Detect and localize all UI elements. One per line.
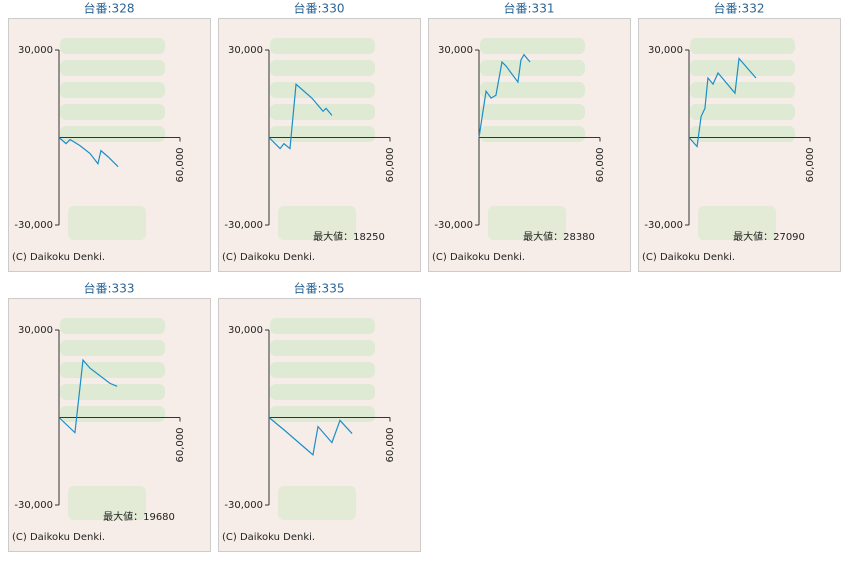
chart-title: 台番:335 [294, 281, 345, 296]
x-tick-label: 60,000 [595, 148, 606, 183]
line [268, 417, 353, 456]
chart-title: 台番:331 [504, 1, 555, 16]
decoration [690, 60, 795, 76]
y-tick-label: -30,000 [14, 500, 53, 511]
decoration [60, 38, 165, 54]
decoration [690, 104, 795, 120]
copyright: (C) Daikoku Denki. [12, 252, 105, 263]
y-tick-label: 30,000 [228, 325, 263, 336]
decoration [270, 384, 375, 400]
decoration [60, 126, 165, 142]
copyright: (C) Daikoku Denki. [12, 532, 105, 543]
decoration [270, 60, 375, 76]
chart-title: 台番:330 [294, 1, 345, 16]
line [268, 83, 333, 150]
annotation: 最大値：28380 [523, 230, 595, 243]
decoration [270, 38, 375, 54]
decoration [698, 206, 776, 240]
decoration [270, 82, 375, 98]
decoration [270, 318, 375, 334]
decoration [60, 340, 165, 356]
decoration [270, 126, 375, 142]
copyright: (C) Daikoku Denki. [222, 252, 315, 263]
copyright: (C) Daikoku Denki. [642, 252, 735, 263]
decoration [270, 104, 375, 120]
y-tick-label: 30,000 [18, 45, 53, 56]
line [58, 358, 118, 434]
decoration [278, 486, 356, 520]
y-tick-label: -30,000 [14, 220, 53, 231]
decoration [60, 406, 165, 422]
y-tick-label: 30,000 [648, 45, 683, 56]
decoration [270, 406, 375, 422]
decoration [690, 38, 795, 54]
line [478, 53, 531, 138]
annotation: 最大値：18250 [313, 230, 385, 243]
y-tick-label: 30,000 [438, 45, 473, 56]
y-tick-label: -30,000 [434, 220, 473, 231]
decoration [60, 384, 165, 400]
y-tick-label: 30,000 [18, 325, 53, 336]
decoration [480, 60, 585, 76]
chart-title: 台番:328 [84, 1, 135, 16]
decoration [480, 38, 585, 54]
chart-title: 台番:332 [714, 1, 765, 16]
x-tick-label: 60,000 [175, 148, 186, 183]
decoration [60, 104, 165, 120]
decoration [690, 82, 795, 98]
decoration [60, 82, 165, 98]
decoration [68, 206, 146, 240]
chart-title: 台番:333 [84, 281, 135, 296]
y-tick-label: -30,000 [224, 500, 263, 511]
decoration [270, 340, 375, 356]
decoration [480, 82, 585, 98]
y-tick-label: -30,000 [224, 220, 263, 231]
y-tick-label: 30,000 [228, 45, 263, 56]
y-tick-label: -30,000 [644, 220, 683, 231]
x-tick-label: 60,000 [175, 428, 186, 463]
decoration [690, 126, 795, 142]
decoration [60, 362, 165, 378]
annotation: 最大値：19680 [103, 510, 175, 523]
decoration [480, 104, 585, 120]
x-tick-label: 60,000 [385, 148, 396, 183]
line [688, 57, 757, 148]
x-tick-label: 60,000 [805, 148, 816, 183]
decoration [68, 486, 146, 520]
x-tick-label: 60,000 [385, 428, 396, 463]
decoration [480, 126, 585, 142]
decoration [278, 206, 356, 240]
copyright: (C) Daikoku Denki. [222, 532, 315, 543]
copyright: (C) Daikoku Denki. [432, 252, 525, 263]
annotation: 最大値：27090 [733, 230, 805, 243]
decoration [60, 318, 165, 334]
decoration [270, 362, 375, 378]
line [58, 137, 119, 168]
decoration [488, 206, 566, 240]
decoration [60, 60, 165, 76]
